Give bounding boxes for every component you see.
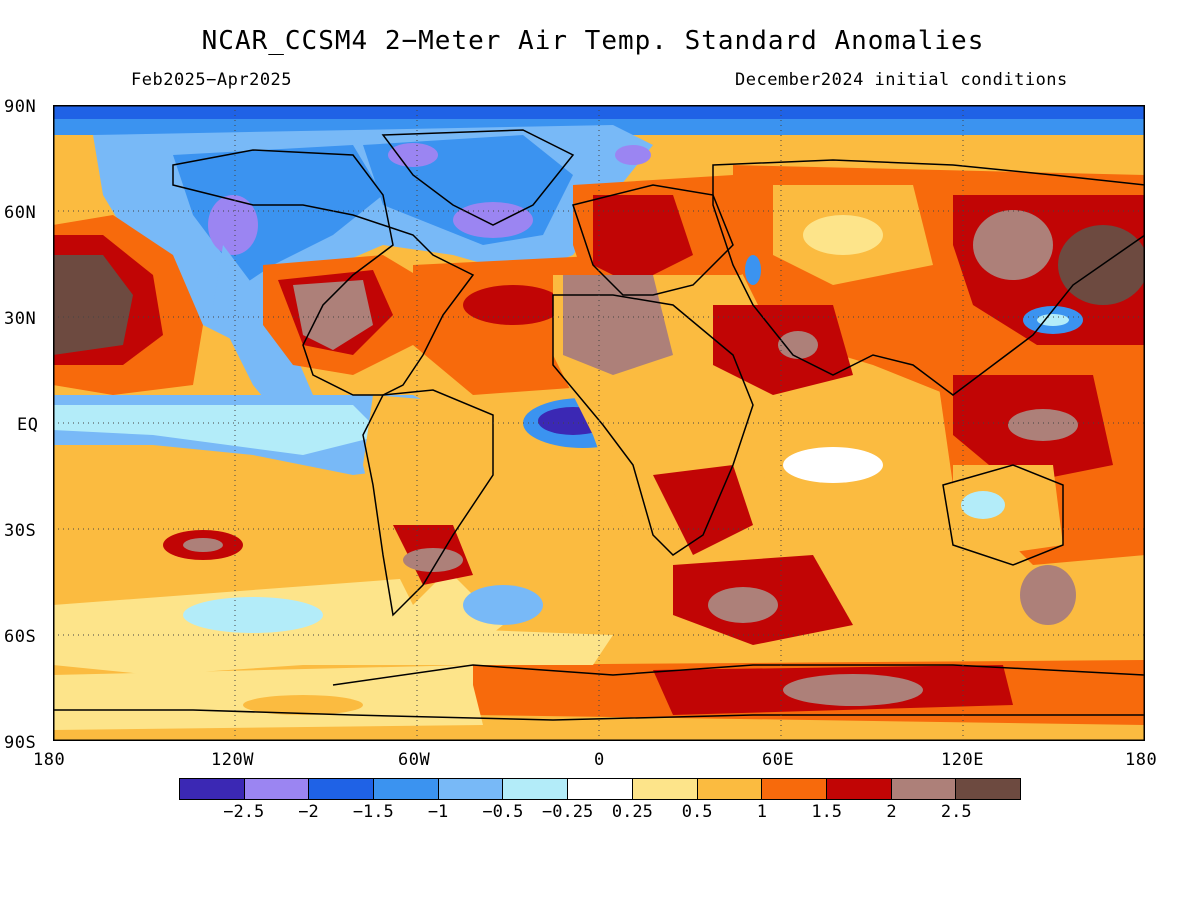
colorbar-swatch-7 xyxy=(632,779,698,799)
lat-label-60n: 60N xyxy=(4,203,37,223)
colorbar-level-label: −1.5 xyxy=(352,802,394,822)
india-extreme xyxy=(778,331,818,359)
lon-label-0: 0 xyxy=(594,750,605,770)
maritime-extreme xyxy=(1008,409,1078,441)
greenland-cold-core xyxy=(453,202,533,238)
arctic-band-deep xyxy=(53,105,1145,119)
lon-label-60e: 60E xyxy=(762,750,795,770)
map-border xyxy=(53,105,1145,741)
colorbar-level-label: 1.5 xyxy=(811,802,843,822)
colorbar-swatch-8 xyxy=(697,779,763,799)
australia-cool xyxy=(961,491,1005,519)
n-pacific-extreme xyxy=(53,255,133,355)
lat-label-90n: 90N xyxy=(4,97,37,117)
australia-coast xyxy=(942,464,1064,566)
lon-label-180e: 180 xyxy=(1125,750,1158,770)
map-title: NCAR_CCSM4 2−Meter Air Temp. Standard An… xyxy=(201,26,985,56)
colorbar-swatch-2 xyxy=(309,779,375,799)
colorbar-level-label: −0.5 xyxy=(482,802,524,822)
anomaly-map-canvas xyxy=(53,105,1145,741)
central-asia-light xyxy=(803,215,883,255)
colorbar-swatch-5 xyxy=(503,779,569,799)
so-atlantic-cool xyxy=(463,585,543,625)
north-america-coast xyxy=(172,149,475,396)
eq-pacific-cool-light xyxy=(53,405,383,455)
forecast-period: Feb2025−Apr2025 xyxy=(131,70,293,90)
colorbar-level-label: 0.25 xyxy=(611,802,653,822)
lat-label-eq: EQ xyxy=(17,415,39,435)
europe-coast xyxy=(572,184,734,296)
colorbar-swatch-10 xyxy=(826,779,892,799)
africa-coast xyxy=(552,294,754,556)
antarctica-extreme xyxy=(783,674,923,706)
lat-label-30s: 30S xyxy=(4,521,37,541)
colorbar-swatch-1 xyxy=(244,779,310,799)
colorbar-swatch-11 xyxy=(891,779,957,799)
colorbar-level-label: 2 xyxy=(886,802,897,822)
tasman-extreme xyxy=(1020,565,1076,625)
colorbar-swatch-12 xyxy=(956,779,1020,799)
arctic-cold-core-2 xyxy=(615,145,651,165)
s-america-extreme xyxy=(403,548,463,572)
colorbar-swatch-9 xyxy=(762,779,827,799)
initial-conditions: December2024 initial conditions xyxy=(735,70,1068,90)
colorbar-level-label: −2.5 xyxy=(223,802,265,822)
lat-label-60s: 60S xyxy=(4,627,37,647)
lon-label-120w: 120W xyxy=(211,750,254,770)
asia-coast xyxy=(712,159,1145,396)
caspian-cold xyxy=(745,255,761,285)
colorbar-swatch-3 xyxy=(374,779,439,799)
colorbar-level-label: −1 xyxy=(427,802,449,822)
s-pacific-extreme xyxy=(183,538,223,552)
n-atlantic-hot xyxy=(463,285,563,325)
colorbar-level-label: −2 xyxy=(298,802,319,822)
so-pacific-cool xyxy=(183,597,323,633)
graticule xyxy=(53,105,1145,741)
indian-ocean-neutral xyxy=(783,447,883,483)
colorbar-level-label: 0.5 xyxy=(681,802,713,822)
s-indian-extreme xyxy=(708,587,778,623)
east-asia-extreme-1 xyxy=(973,210,1053,280)
lat-label-90s: 90S xyxy=(4,733,37,753)
alaska-cold-core xyxy=(208,195,258,255)
usa-extreme xyxy=(293,280,373,350)
anomaly-map xyxy=(53,105,1145,741)
coastlines xyxy=(53,129,1145,721)
s-america-warm xyxy=(363,395,493,605)
nw-pacific-cool-core xyxy=(1037,314,1069,326)
south-pole-band xyxy=(53,725,1145,741)
arctic-cold-core xyxy=(388,143,438,167)
colorbar-swatch-6 xyxy=(568,779,633,799)
europe-hot xyxy=(593,195,693,285)
lon-label-60w: 60W xyxy=(398,750,431,770)
antarctica-coast xyxy=(53,664,1145,721)
lat-label-30n: 30N xyxy=(4,309,37,329)
lon-label-180w: 180 xyxy=(33,750,66,770)
greenland-coast xyxy=(381,129,575,226)
colorbar-level-label: 1 xyxy=(756,802,768,822)
s-africa-hot xyxy=(653,465,753,555)
colorbar-swatch-4 xyxy=(438,779,504,799)
colorbar-level-label: −0.25 xyxy=(542,802,594,822)
south-america-coast xyxy=(362,389,494,617)
lon-label-120e: 120E xyxy=(941,750,984,770)
colorbar-level-label: 2.5 xyxy=(940,802,972,822)
colorbar xyxy=(179,778,1021,800)
w-antarctica-warm xyxy=(243,695,363,715)
australia-warm xyxy=(953,465,1063,555)
colorbar-swatch-0 xyxy=(180,779,245,799)
